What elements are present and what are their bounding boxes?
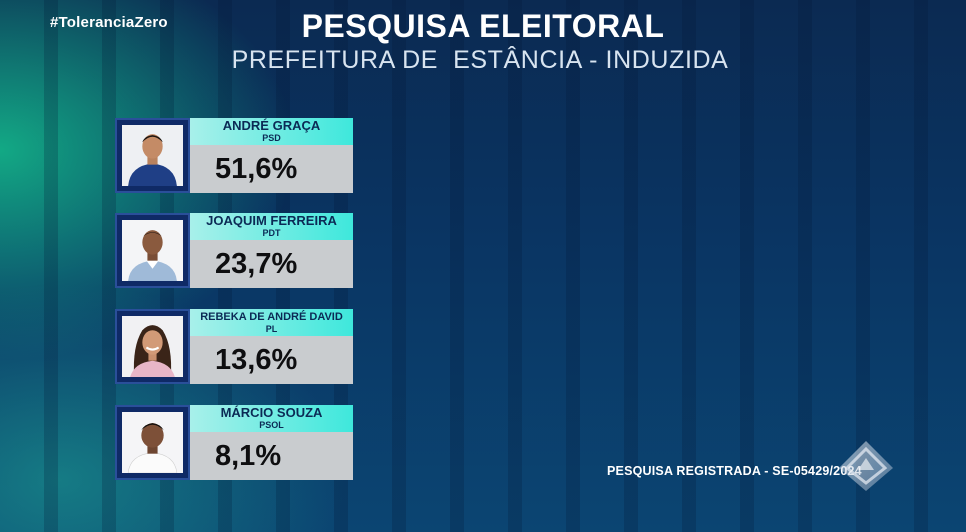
candidate-card: JOAQUIM FERREIRA PDT 23,7% — [115, 213, 353, 288]
candidate-party: PSOL — [259, 420, 284, 430]
candidate-name-bar: ANDRÉ GRAÇA PSD — [190, 118, 353, 145]
candidate-photo-marcio-souza — [122, 412, 183, 473]
page-title: PESQUISA ELEITORAL — [301, 8, 665, 44]
page-subtitle: PREFEITURA DE ESTÂNCIA - INDUZIDA — [231, 46, 729, 74]
candidate-percent: 13,6% — [190, 336, 353, 384]
candidate-percent: 51,6% — [190, 145, 353, 193]
hashtag-label: #ToleranciaZero — [50, 14, 168, 31]
broadcaster-logo-icon — [836, 438, 896, 494]
candidate-percent: 23,7% — [190, 240, 353, 288]
survey-registration-label: PESQUISA REGISTRADA - SE-05429/2024 — [607, 464, 862, 478]
candidate-name: REBEKA DE ANDRÉ DAVID — [200, 311, 343, 323]
candidate-photo-frame — [115, 309, 190, 384]
candidate-photo-frame — [115, 213, 190, 288]
candidate-photo-frame — [115, 405, 190, 480]
candidate-photo-andre-graca — [122, 125, 183, 186]
candidate-photo-frame — [115, 118, 190, 193]
candidate-name: MÁRCIO SOUZA — [220, 405, 323, 420]
candidate-percent: 8,1% — [190, 432, 353, 480]
candidate-party: PL — [265, 324, 278, 334]
candidate-party: PSD — [262, 133, 281, 143]
candidate-party: PDT — [262, 228, 281, 238]
candidate-name: JOAQUIM FERREIRA — [206, 213, 337, 228]
candidate-photo-joaquim-ferreira — [122, 220, 183, 281]
candidate-card: MÁRCIO SOUZA PSOL 8,1% — [115, 405, 353, 480]
candidate-name-bar: MÁRCIO SOUZA PSOL — [190, 405, 353, 432]
candidate-photo-rebeka-de-andre-david — [122, 316, 183, 377]
candidate-name-bar: REBEKA DE ANDRÉ DAVID PL — [190, 309, 353, 336]
candidate-card: REBEKA DE ANDRÉ DAVID PL 13,6% — [115, 309, 353, 384]
candidate-card: ANDRÉ GRAÇA PSD 51,6% — [115, 118, 353, 193]
candidate-name: ANDRÉ GRAÇA — [222, 118, 321, 133]
candidate-name-bar: JOAQUIM FERREIRA PDT — [190, 213, 353, 240]
